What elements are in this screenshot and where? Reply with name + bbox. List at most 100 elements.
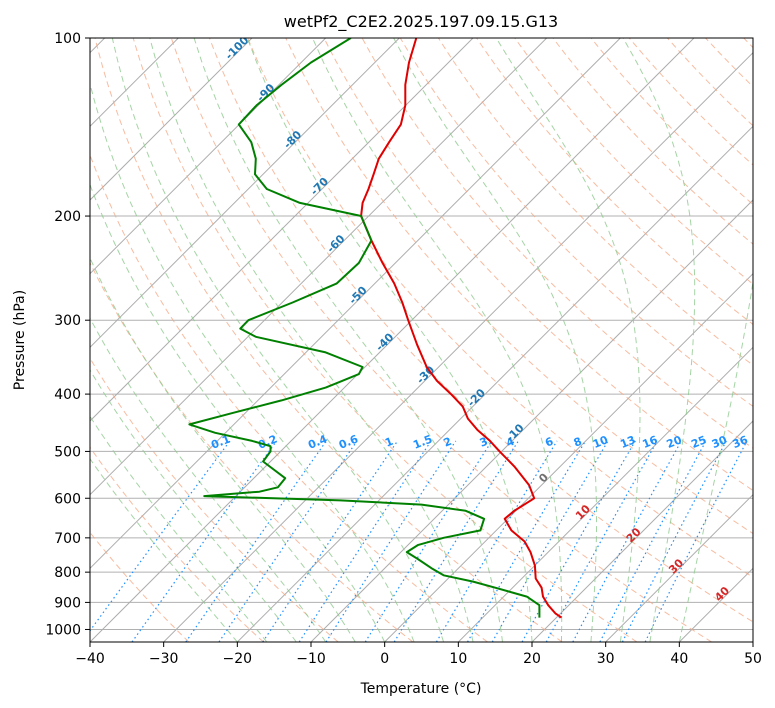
- isotherm-line: [90, 38, 548, 496]
- mixing-ratio-label: 6: [543, 435, 555, 450]
- y-tick-label: 200: [54, 209, 81, 225]
- mixing-ratio-line: [521, 440, 636, 642]
- isotherm-label: -50: [346, 284, 369, 307]
- dry-adiabat-line: [94, 38, 563, 642]
- x-tick-label: −20: [223, 651, 253, 667]
- mixing-ratio-label: 2: [442, 435, 454, 450]
- y-tick-label: 100: [54, 31, 81, 47]
- x-tick-label: −30: [149, 651, 179, 667]
- dry-adiabat-line: [514, 38, 753, 285]
- isotherm-line: [531, 420, 753, 642]
- plot-frame: [89, 37, 754, 643]
- isotherm-label: -40: [373, 330, 396, 353]
- profile-lines: [188, 38, 563, 619]
- dry-adiabat-line: [552, 38, 753, 245]
- dry-adiabat-line: [90, 357, 339, 642]
- mixing-ratio-line: [298, 440, 432, 642]
- moist-adiabat-line: [312, 38, 563, 642]
- isotherm-label: -80: [281, 128, 304, 151]
- background-lines: [90, 38, 753, 642]
- moist-adiabat-line: [193, 38, 503, 642]
- mixing-ratio-line: [325, 440, 457, 642]
- isotherm-label-warm: 40: [712, 584, 732, 604]
- mixing-ratio-label: 13: [618, 433, 637, 451]
- mixing-ratio-label: 10: [591, 433, 610, 451]
- moist-adiabat-line: [678, 278, 753, 642]
- isotherm-label-warm: 20: [624, 525, 644, 545]
- dry-adiabat-line: [90, 531, 190, 642]
- dry-adiabat-line: [323, 38, 753, 492]
- dry-adiabat-line: [247, 38, 753, 578]
- isotherm-line: [90, 38, 253, 201]
- moist-adiabat-line: [393, 38, 597, 642]
- mixing-ratio-line: [572, 440, 682, 642]
- moist-adiabat-line: [111, 38, 445, 642]
- y-tick-label: 800: [54, 565, 81, 581]
- moist-adiabat-line: [246, 38, 533, 642]
- isotherm-line: [605, 493, 753, 642]
- isotherm-line: [90, 38, 695, 642]
- mixing-ratio-label: 0.4: [306, 432, 329, 451]
- dry-adiabat-line: [705, 38, 753, 88]
- moist-adiabat-line: [90, 457, 238, 642]
- moist-adiabat-line: [90, 256, 356, 642]
- mixing-ratio-label: 36: [731, 433, 750, 451]
- isotherm-line: [90, 38, 621, 570]
- isotherm-label: -20: [465, 386, 488, 409]
- isotherm-line: [457, 346, 753, 642]
- y-tick-label: 600: [54, 491, 81, 507]
- dry-adiabat-line: [90, 261, 414, 642]
- x-tick-label: −40: [75, 651, 105, 667]
- isotherm-line: [90, 38, 474, 422]
- dry-adiabat-line: [170, 38, 712, 642]
- dry-adiabat-line: [743, 38, 753, 49]
- y-tick-label: 500: [54, 444, 81, 460]
- isotherm-line: [384, 272, 753, 642]
- mixing-ratio-line: [90, 440, 231, 632]
- dry-adiabat-line: [209, 38, 753, 623]
- dry-adiabat-line: [476, 38, 753, 326]
- moist-adiabat-line: [90, 317, 327, 642]
- mixing-ratio-label: 16: [640, 433, 659, 451]
- dry-adiabat-line: [90, 446, 264, 642]
- mixing-ratio-line: [393, 440, 519, 642]
- dry-adiabat-line: [361, 38, 753, 449]
- mixing-ratio-line: [435, 440, 558, 642]
- y-tick-label: 700: [54, 531, 81, 547]
- x-axis-title: Temperature (°C): [360, 681, 482, 697]
- mixing-ratio-line: [599, 440, 707, 642]
- dry-adiabat-line: [399, 38, 753, 408]
- isotherm-line: [752, 641, 753, 642]
- isotherm-line: [90, 38, 327, 275]
- y-axis-title: Pressure (hPa): [12, 290, 28, 390]
- isotherm-line: [163, 51, 753, 642]
- mixing-ratio-line: [545, 440, 658, 642]
- moist-adiabat-line: [90, 369, 297, 642]
- dry-adiabat-line: [628, 38, 753, 166]
- x-tick-label: 50: [744, 651, 762, 667]
- mixing-ratio-label: 1: [383, 435, 395, 450]
- mixing-ratio-label: 20: [665, 433, 684, 451]
- y-tick-label: 1000: [45, 622, 81, 638]
- isotherm-line: [678, 567, 753, 642]
- x-tick-label: 30: [597, 651, 615, 667]
- mixing-ratio-line: [131, 440, 278, 642]
- mixing-ratio-line: [466, 440, 587, 642]
- dry-adiabat-line: [437, 38, 753, 366]
- mixing-ratio-line: [644, 440, 748, 642]
- mixing-ratio-label: 8: [572, 435, 584, 450]
- x-tick-label: 10: [449, 651, 467, 667]
- moist-adiabat-line: [90, 81, 415, 642]
- moist-adiabat-line: [622, 38, 696, 642]
- isotherm-label: -60: [324, 232, 347, 255]
- x-axis-ticks: −40 −30 −20 −10 0 10 20 30 40 50: [75, 642, 762, 667]
- chart-title: wetPf2_C2E2.2025.197.09.15.G13: [284, 12, 558, 32]
- x-tick-label: −10: [296, 651, 326, 667]
- isotherm-label: -70: [308, 175, 331, 198]
- mixing-ratio-line: [621, 440, 727, 642]
- mixing-ratio-label: 3: [478, 435, 490, 450]
- moist-adiabat-line: [495, 38, 641, 642]
- moist-adiabat-line: [90, 183, 386, 642]
- mixing-ratio-line: [364, 440, 493, 642]
